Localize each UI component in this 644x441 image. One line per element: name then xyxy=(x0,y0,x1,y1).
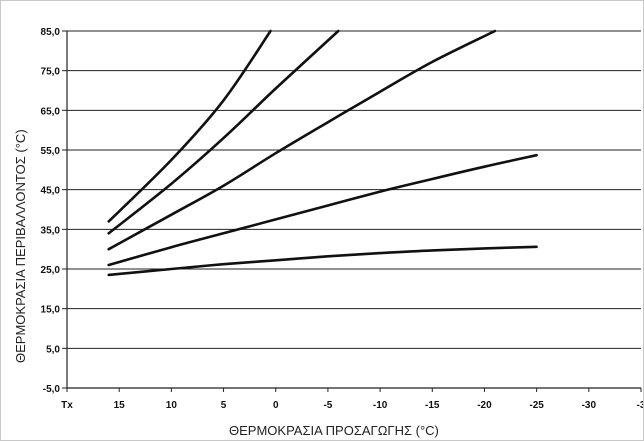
series-line-2 xyxy=(107,153,538,267)
series-line-5 xyxy=(107,29,272,223)
x-tick-label: -3 xyxy=(637,400,643,411)
series-line-1 xyxy=(107,245,538,277)
axes xyxy=(66,31,641,389)
gridlines xyxy=(62,30,642,392)
y-tick-label: 75,0 xyxy=(41,67,61,78)
y-tick-labels: -5,0 5,0 15,0 25,0 35,0 45,0 55,0 65,0 75,0 85,0 xyxy=(41,27,61,395)
y-tick-label: 85,0 xyxy=(41,27,61,38)
y-tick-label: 25,0 xyxy=(41,265,61,276)
x-tick-label: -30 xyxy=(582,400,597,411)
series-line-4 xyxy=(107,29,340,235)
x-tick-label: -15 xyxy=(425,400,440,411)
x-tick-label: -20 xyxy=(477,400,492,411)
y-tick-label: -5,0 xyxy=(43,384,61,395)
x-tick-label: 15 xyxy=(114,400,126,411)
x-tick-label: 5 xyxy=(221,400,227,411)
x-tick-label: -5 xyxy=(323,400,332,411)
x-axis-title: ΘΕΡΜΟΚΡΑΣΙΑ ΠΡΟΣΑΓΩΓΗΣ (°C) xyxy=(229,423,439,438)
y-tick-label: 35,0 xyxy=(41,225,61,236)
x-tick-label: 0 xyxy=(273,400,279,411)
x-tick-labels: Tx 15 10 5 0 -5 -10 -15 -20 -25 -30 -3 xyxy=(61,400,643,411)
y-tick-label: 45,0 xyxy=(41,186,61,197)
y-tick-label: 15,0 xyxy=(41,305,61,316)
x-tick-label: -10 xyxy=(373,400,388,411)
series-line-3 xyxy=(107,29,497,251)
series-lines xyxy=(107,29,538,277)
y-tick-label: 65,0 xyxy=(41,106,61,117)
x-tick-label: 10 xyxy=(166,400,178,411)
y-tick-label: 55,0 xyxy=(41,146,61,157)
x-tick-label: Tx xyxy=(61,400,73,411)
y-axis-title: ΘΕΡΜΟΚΡΑΣΙΑ ΠΕΡΙΒΑΛΛΟΝΤΟΣ (°C) xyxy=(13,129,28,363)
x-tick-label: -25 xyxy=(529,400,544,411)
y-tick-label: 5,0 xyxy=(46,344,60,355)
